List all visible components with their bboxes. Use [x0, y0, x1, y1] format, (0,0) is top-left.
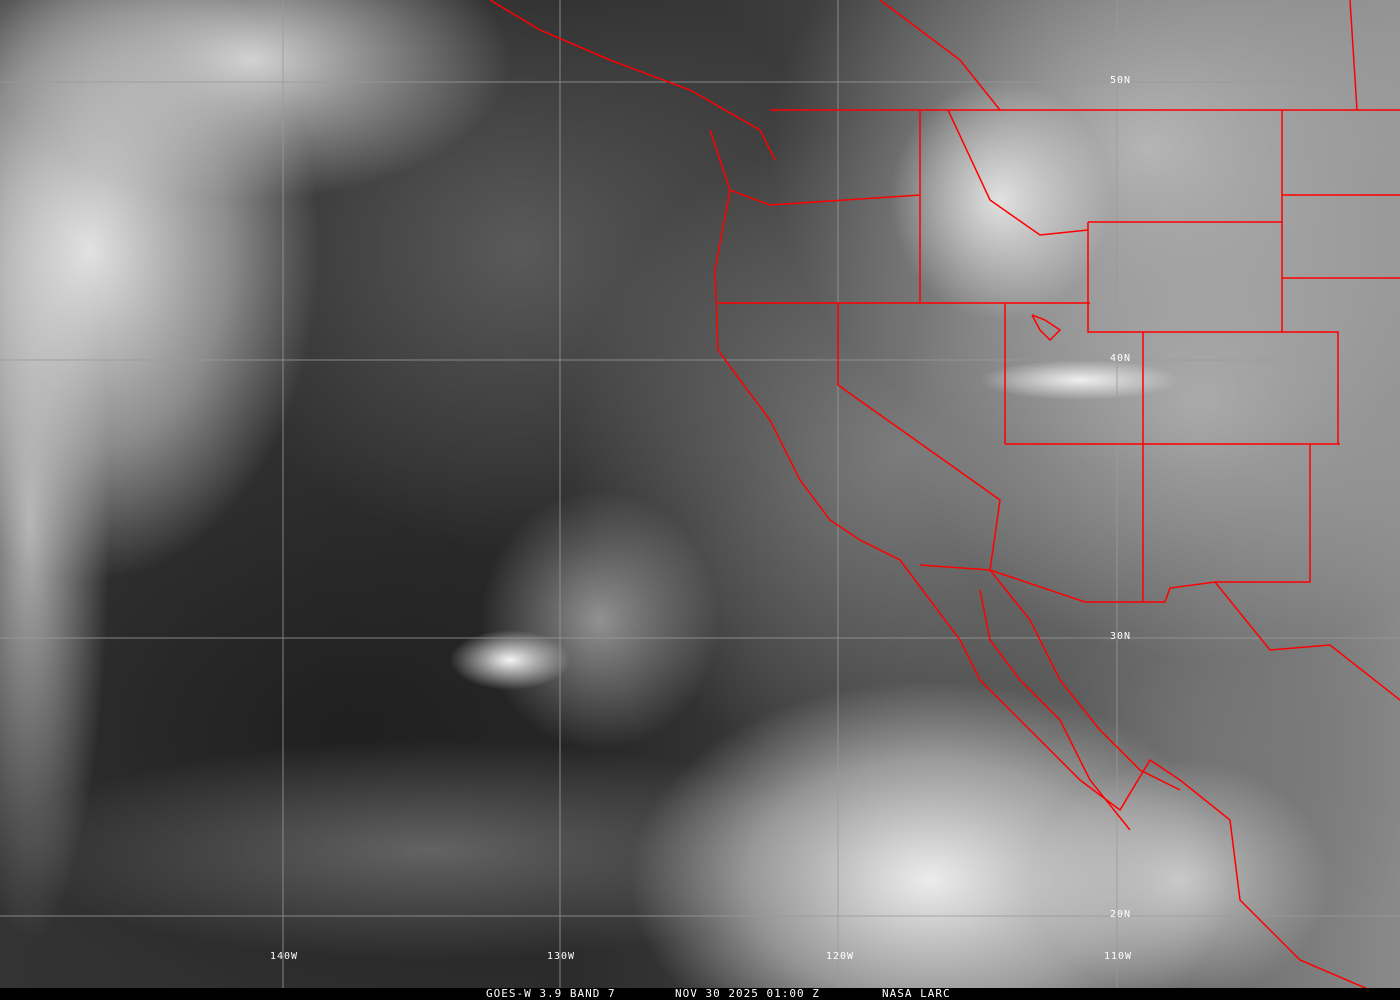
- ca-nv-border: [837, 303, 1001, 571]
- wy-border: [1087, 221, 1283, 333]
- mt-border: [1281, 110, 1400, 222]
- id-mt-border: [947, 109, 1089, 236]
- nm-border: [1215, 444, 1311, 583]
- longitude-label-110w: 110W: [1104, 951, 1133, 962]
- credit-label: NASA LARC: [882, 987, 951, 1000]
- image-caption-bar: GOES-W 3.9 BAND 7 NOV 30 2025 01:00 Z NA…: [0, 988, 1400, 1000]
- datetime-label: NOV 30 2025 01:00 Z: [675, 987, 820, 1000]
- us-mexico-border: [919, 564, 1400, 701]
- latitude-label-40n: 40N: [1110, 353, 1132, 364]
- product-label: GOES-W 3.9 BAND 7: [486, 987, 616, 1000]
- latitude-label-50n: 50N: [1110, 75, 1132, 86]
- baja-coast: [979, 589, 1131, 831]
- canada-border-north: [879, 0, 1001, 111]
- nd-border: [1349, 0, 1358, 111]
- latitude-label-30n: 30N: [1110, 631, 1132, 642]
- latitude-label-20n: 20N: [1110, 909, 1132, 920]
- longitude-label-140w: 140W: [270, 951, 299, 962]
- longitude-label-130w: 130W: [547, 951, 576, 962]
- wa-or-border: [729, 189, 921, 206]
- co-ne-border: [1282, 331, 1339, 444]
- longitude-label-120w: 120W: [826, 951, 855, 962]
- mainland-mexico-coast: [989, 569, 1181, 791]
- great-salt-lake: [1031, 314, 1062, 342]
- west-coastline: [709, 129, 1368, 988]
- bc-coast: [489, 0, 776, 161]
